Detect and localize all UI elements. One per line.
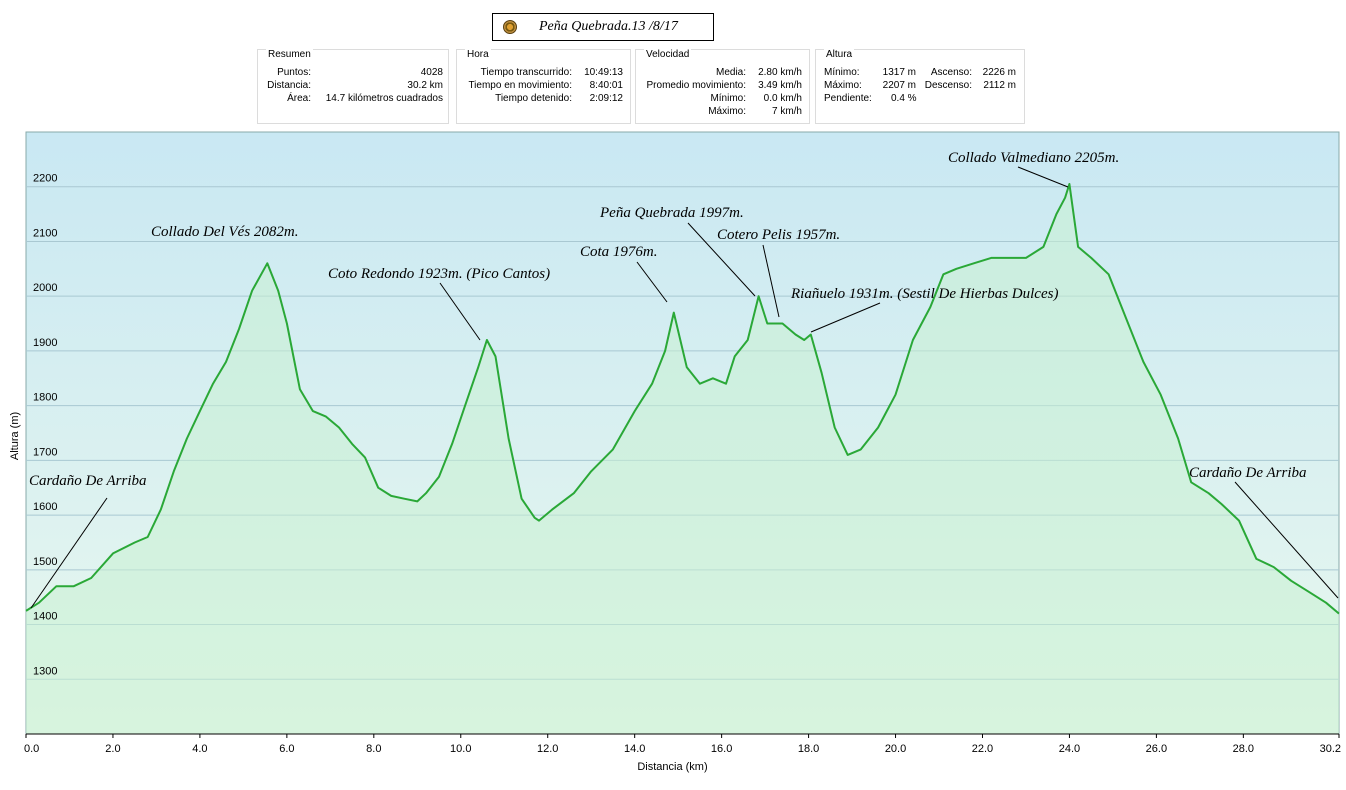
speed-avg-label: Media:: [715, 67, 746, 78]
x-tick-label: 16.0: [711, 743, 732, 755]
x-tick-label: 8.0: [366, 743, 381, 755]
elevation-panel: Altura Mínimo: 1317 m Máximo: 2207 m Pen…: [815, 49, 1025, 124]
speed-min-value: 0.0 km/h: [763, 93, 802, 104]
y-axis-title: Altura (m): [9, 412, 21, 460]
time-legend: Hora: [465, 49, 491, 61]
elevation-max-value: 2207 m: [882, 80, 916, 91]
summary-legend: Resumen: [266, 49, 313, 61]
annotation-leader-line: [762, 244, 780, 318]
speed-moving-avg-value: 3.49 km/h: [758, 80, 802, 91]
y-tick-label: 1300: [33, 665, 57, 677]
summary-distance-label: Distancia:: [267, 80, 311, 91]
chart-title: Peña Quebrada.13 /8/17: [539, 19, 678, 34]
x-tick-label: 4.0: [192, 743, 207, 755]
summary-points-value: 4028: [420, 67, 443, 78]
x-tick-label: 24.0: [1059, 743, 1080, 755]
time-elapsed-label: Tiempo transcurrido:: [480, 67, 572, 78]
annotation-leader-line: [439, 282, 481, 341]
summary-distance-value: 30.2 km: [407, 80, 443, 91]
x-tick-label: 28.0: [1233, 743, 1254, 755]
x-tick-label: 2.0: [105, 743, 120, 755]
y-tick-label: 1400: [33, 611, 57, 623]
annotation-leader-line: [1234, 481, 1339, 599]
elevation-area-fill: [26, 184, 1339, 734]
y-tick-label: 1900: [33, 337, 57, 349]
time-stopped-label: Tiempo detenido:: [495, 93, 572, 104]
x-tick-label: 14.0: [624, 743, 645, 755]
summary-points-label: Puntos:: [277, 67, 311, 78]
y-tick-label: 1700: [33, 446, 57, 458]
summary-area-label: Área:: [287, 93, 311, 104]
annotation-label: Cotero Pelis 1957m.: [717, 227, 840, 243]
time-stopped-value: 2:09:12: [589, 93, 623, 104]
annotation-leader-line: [30, 497, 108, 609]
annotation-leader-line: [636, 261, 668, 303]
summary-panel: Resumen Puntos: 4028 Distancia: 30.2 km …: [257, 49, 449, 124]
time-moving-label: Tiempo en movimiento:: [468, 80, 572, 91]
speed-legend: Velocidad: [644, 49, 692, 61]
summary-area-value: 14.7 kilómetros cuadrados: [325, 93, 443, 104]
y-tick-label: 2100: [33, 227, 57, 239]
y-tick-label: 2200: [33, 173, 57, 185]
elevation-max-label: Máximo:: [824, 80, 862, 91]
annotation-leader-line: [1017, 166, 1069, 188]
x-tick-label: 26.0: [1146, 743, 1167, 755]
elevation-descent-value: 2112 m: [983, 80, 1016, 91]
track-icon: [503, 20, 517, 34]
chart-title-box: Peña Quebrada.13 /8/17: [492, 13, 714, 41]
annotation-label: Peña Quebrada 1997m.: [599, 205, 744, 221]
x-tick-label: 6.0: [279, 743, 294, 755]
x-tick-label: 22.0: [972, 743, 993, 755]
annotation-leader-line: [687, 222, 756, 297]
elevation-slope-label: Pendiente:: [824, 93, 872, 104]
speed-panel: Velocidad Media: 2.80 km/h Promedio movi…: [635, 49, 810, 124]
axis-ticks: 0.0 2.0 4.0 6.0 8.0 10.0 12.0 14.0 16.0 18.0 20.0 2…: [24, 173, 1341, 755]
x-tick-label: 20.0: [885, 743, 906, 755]
y-tick-label: 1600: [33, 501, 57, 513]
y-tick-label: 1800: [33, 392, 57, 404]
elevation-slope-value: 0.4 %: [891, 93, 917, 104]
elevation-legend: Altura: [824, 49, 855, 61]
elevation-ascent-label: Ascenso:: [930, 67, 972, 78]
speed-max-label: Máximo:: [708, 106, 746, 117]
x-axis-title: Distancia (km): [637, 761, 707, 773]
elevation-ascent-value: 2226 m: [982, 67, 1016, 78]
annotation-leader-line: [810, 302, 881, 333]
x-tick-label: 12.0: [537, 743, 558, 755]
annotation-label: Riañuelo 1931m. (Sestil De Hierbas Dulce…: [790, 286, 1058, 302]
time-elapsed-value: 10:49:13: [584, 67, 623, 78]
peak-annotations: Cardaño De Arriba Collado Del Vés 2082m. C…: [29, 150, 1339, 609]
x-tick-label: 0.0: [24, 743, 39, 755]
annotation-label: Collado Valmediano 2205m.: [948, 150, 1119, 166]
elevation-series-line: [25, 183, 1340, 615]
speed-moving-avg-label: Promedio movimiento:: [646, 80, 746, 91]
speed-avg-value: 2.80 km/h: [758, 67, 802, 78]
elevation-min-value: 1317 m: [882, 67, 916, 78]
y-tick-label: 2000: [33, 282, 57, 294]
x-tick-label: 10.0: [450, 743, 471, 755]
elevation-min-label: Mínimo:: [824, 67, 860, 78]
annotation-label: Cardaño De Arriba: [1189, 465, 1307, 481]
time-moving-value: 8:40:01: [589, 80, 623, 91]
x-tick-label: 18.0: [798, 743, 819, 755]
elevation-descent-label: Descenso:: [924, 80, 972, 91]
annotation-label: Cardaño De Arriba: [29, 473, 147, 489]
annotation-label: Cota 1976m.: [580, 244, 658, 260]
annotation-label: Coto Redondo 1923m. (Pico Cantos): [328, 266, 550, 282]
speed-max-value: 7 km/h: [771, 106, 802, 117]
time-panel: Hora Tiempo transcurrido: 10:49:13 Tiemp…: [456, 49, 631, 124]
annotation-label: Collado Del Vés 2082m.: [151, 224, 299, 240]
y-tick-label: 1500: [33, 556, 57, 568]
speed-min-label: Mínimo:: [710, 93, 746, 104]
elevation-profile-chart: 0.0 2.0 4.0 6.0 8.0 10.0 12.0 14.0 16.0 18.0 20.0 2…: [9, 131, 1341, 773]
x-tick-label: 30.2: [1320, 743, 1341, 755]
